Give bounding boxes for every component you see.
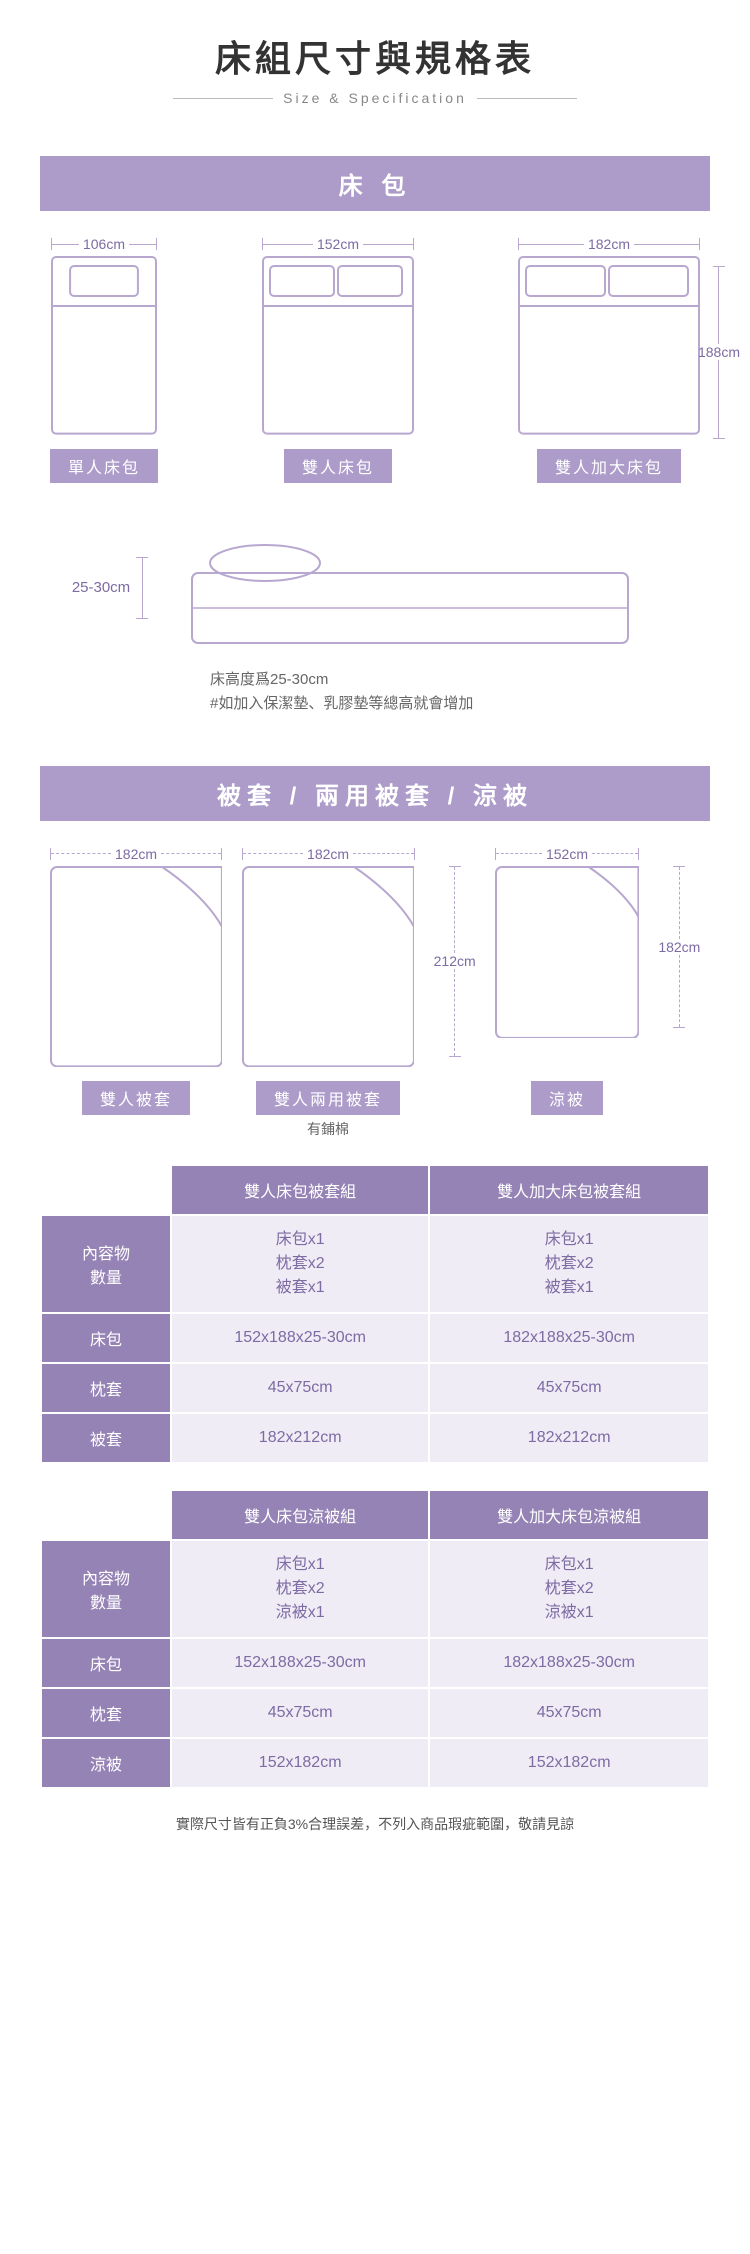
bed-name-tag: 雙人加大床包	[537, 449, 681, 483]
divider-line	[477, 98, 577, 99]
table-col-header: 雙人加大床包涼被組	[429, 1490, 709, 1540]
table-row-header: 床包	[41, 1313, 171, 1363]
table-cell: 床包x1枕套x2涼被x1	[171, 1540, 429, 1638]
table-col-header: 雙人床包被套組	[171, 1165, 429, 1215]
table-cell: 45x75cm	[429, 1688, 709, 1738]
table-cell: 182x188x25-30cm	[429, 1313, 709, 1363]
thickness-label: 25-30cm	[72, 579, 130, 596]
table-cell: 152x188x25-30cm	[171, 1313, 429, 1363]
cover-icon	[495, 866, 639, 1039]
note-line-1: 床高度爲25-30cm	[210, 668, 700, 692]
cover-name-tag: 雙人被套	[82, 1081, 190, 1115]
table-cell: 152x182cm	[429, 1738, 709, 1788]
cover-height-212: 212cm	[434, 953, 476, 969]
bed-item: 182cm 雙人加大床包	[518, 236, 700, 483]
table-row-header: 床包	[41, 1638, 171, 1688]
table-cell: 45x75cm	[171, 1688, 429, 1738]
bed-name-tag: 單人床包	[50, 449, 158, 483]
cover-height-182: 182cm	[658, 939, 700, 955]
subtitle-row: Size & Specification	[0, 90, 750, 106]
cover-name-tag: 雙人兩用被套	[256, 1081, 400, 1115]
table-row-header: 內容物數量	[41, 1540, 171, 1638]
table-cell: 182x212cm	[429, 1413, 709, 1463]
cover-item: 182cm 雙人被套	[50, 846, 223, 1115]
mattress-side-icon	[190, 523, 630, 653]
table-cell: 152x182cm	[171, 1738, 429, 1788]
bed-diagrams-row: 106cm 單人床包152cm 雙人床包182cm 雙人加大床包188cm	[0, 236, 750, 483]
cover-item: 152cm 涼被	[495, 846, 639, 1115]
spec-table-2: 雙人床包涼被組雙人加大床包涼被組內容物數量床包x1枕套x2涼被x1床包x1枕套x…	[40, 1489, 710, 1789]
bed-icon	[518, 256, 700, 435]
table-row-header: 涼被	[41, 1738, 171, 1788]
page-header: 床組尺寸與規格表 Size & Specification	[0, 0, 750, 126]
cover-width-label: 182cm	[303, 846, 353, 862]
table-cell: 45x75cm	[429, 1363, 709, 1413]
cover-icon	[242, 866, 415, 1067]
height-note: 床高度爲25-30cm #如加入保潔墊、乳膠墊等總高就會增加	[0, 668, 750, 736]
table-row-header: 枕套	[41, 1688, 171, 1738]
bed-icon	[51, 256, 157, 435]
table-cell: 床包x1枕套x2涼被x1	[429, 1540, 709, 1638]
bed-width-label: 106cm	[79, 236, 129, 252]
mattress-height-diagram: 25-30cm	[0, 483, 750, 668]
bed-width-label: 182cm	[584, 236, 634, 252]
disclaimer-text: 實際尺寸皆有正負3%合理誤差，不列入商品瑕疵範圍，敬請見諒	[0, 1789, 750, 1854]
table-blank-cell	[41, 1165, 171, 1215]
divider-line	[173, 98, 273, 99]
note-line-2: #如加入保潔墊、乳膠墊等總高就會增加	[210, 692, 700, 716]
section-bar-sheets: 床 包	[40, 156, 710, 211]
cover-icon	[50, 866, 223, 1067]
bed-width-label: 152cm	[313, 236, 363, 252]
cover-name-tag: 涼被	[531, 1081, 603, 1115]
bed-height-label: 188cm	[698, 344, 740, 360]
bed-item: 152cm 雙人床包	[262, 236, 414, 483]
bed-icon	[262, 256, 414, 435]
table-row-header: 被套	[41, 1413, 171, 1463]
page-title: 床組尺寸與規格表	[0, 30, 750, 82]
cover-diagrams-row: 182cm 雙人被套182cm 雙人兩用被套有鋪棉212cm152cm 涼被18…	[0, 846, 750, 1139]
table-cell: 152x188x25-30cm	[171, 1638, 429, 1688]
bed-item: 106cm 單人床包	[50, 236, 158, 483]
table-cell: 床包x1枕套x2被套x1	[171, 1215, 429, 1313]
table-cell: 182x188x25-30cm	[429, 1638, 709, 1688]
page-subtitle: Size & Specification	[283, 90, 467, 106]
cover-sub-label: 有鋪棉	[307, 1119, 349, 1139]
spec-table-1: 雙人床包被套組雙人加大床包被套組內容物數量床包x1枕套x2被套x1床包x1枕套x…	[40, 1164, 710, 1464]
cover-width-label: 152cm	[542, 846, 592, 862]
cover-item: 182cm 雙人兩用被套有鋪棉	[242, 846, 415, 1139]
table-cell: 床包x1枕套x2被套x1	[429, 1215, 709, 1313]
table-blank-cell	[41, 1490, 171, 1540]
table-col-header: 雙人加大床包被套組	[429, 1165, 709, 1215]
section-bar-covers: 被套 / 兩用被套 / 涼被	[40, 766, 710, 821]
table-col-header: 雙人床包涼被組	[171, 1490, 429, 1540]
table-cell: 182x212cm	[171, 1413, 429, 1463]
table-cell: 45x75cm	[171, 1363, 429, 1413]
table-row-header: 枕套	[41, 1363, 171, 1413]
cover-width-label: 182cm	[111, 846, 161, 862]
bed-name-tag: 雙人床包	[284, 449, 392, 483]
table-row-header: 內容物數量	[41, 1215, 171, 1313]
